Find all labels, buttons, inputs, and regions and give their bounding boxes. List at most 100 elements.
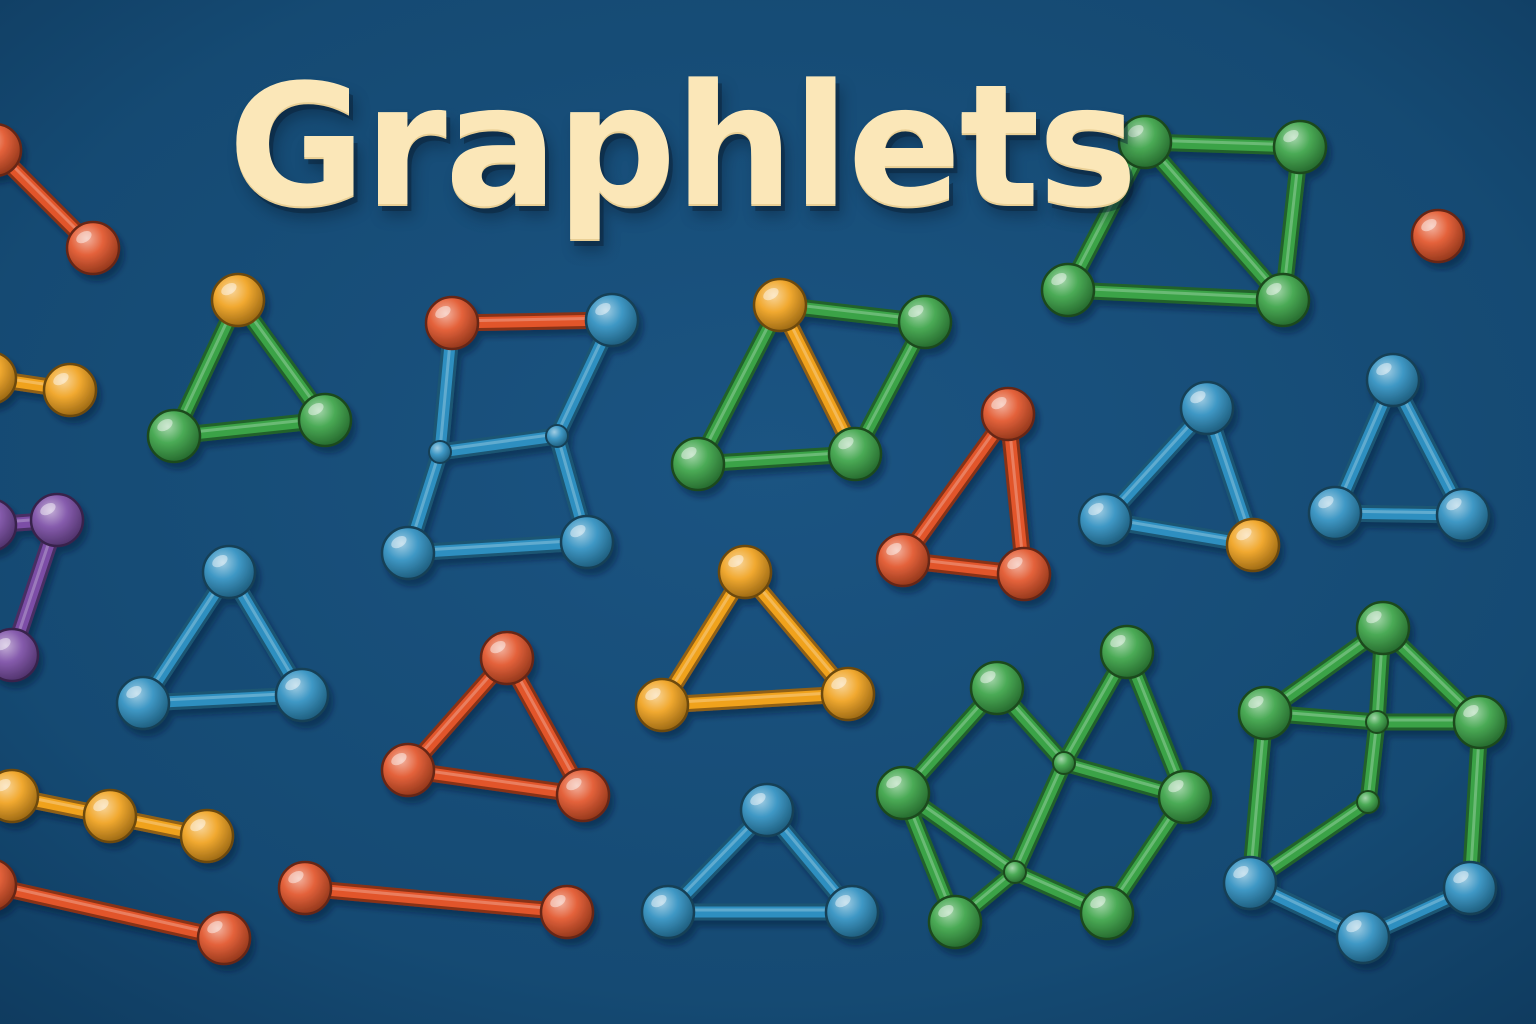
graph-node — [201, 544, 257, 600]
graph-node — [584, 292, 640, 348]
graph-node — [42, 362, 98, 418]
graph-node — [875, 765, 931, 821]
graph-node — [65, 220, 121, 276]
graph-node-shine — [1088, 502, 1104, 516]
graphlet-triangle-red-mid — [875, 386, 1052, 602]
graph-node-shine — [76, 230, 92, 244]
graph-node — [1356, 790, 1380, 814]
graph-node — [1435, 487, 1491, 543]
graph-node-shine — [53, 372, 69, 386]
graphlet-square-green-topright — [1040, 114, 1328, 328]
graph-node — [1307, 485, 1363, 541]
graph-node-shine — [835, 894, 851, 908]
graph-edge-highlight — [1066, 286, 1285, 300]
graphlet-edge-red-topleft — [0, 123, 121, 276]
graphlet-edge-orange-left — [0, 352, 98, 418]
graph-node — [897, 294, 953, 350]
graph-node-shine — [1110, 634, 1126, 648]
graph-node — [1452, 694, 1508, 750]
graph-node — [274, 667, 330, 723]
graphlet-edge-red-bottomleft — [0, 859, 252, 966]
graph-node — [1157, 769, 1213, 825]
graph-edge-highlight — [406, 766, 585, 795]
graph-node — [555, 767, 611, 823]
graph-node-shine — [651, 894, 667, 908]
graph-node-shine — [1366, 610, 1382, 624]
graph-node-shine — [157, 418, 173, 432]
graph-node — [297, 392, 353, 448]
graphlet-triangle-red-mid-lower — [380, 630, 611, 823]
graph-node — [1355, 600, 1411, 656]
graph-node — [1237, 685, 1293, 741]
graph-node-shine — [566, 777, 582, 791]
graph-node — [1052, 751, 1076, 775]
graph-edge-highlight — [1013, 759, 1066, 872]
graph-edge-highlight — [1143, 138, 1285, 300]
graphlet-two-squares-blue-red — [380, 292, 640, 581]
graph-edge-fill — [402, 536, 593, 559]
graph-node — [820, 666, 876, 722]
graph-node — [115, 675, 171, 731]
graph-node-shine — [1007, 556, 1023, 570]
graph-node — [640, 884, 696, 940]
graphlet-triangle-orange-mid — [634, 544, 876, 733]
graphlet-triangle-green-orange — [146, 272, 353, 464]
graph-node-shine — [938, 904, 954, 918]
graph-node — [196, 910, 252, 966]
graph-node-shine — [212, 554, 228, 568]
graph-node — [0, 768, 40, 824]
graph-edge-highlight — [438, 432, 559, 452]
graph-node — [1003, 860, 1027, 884]
graph-node-shine — [1236, 527, 1252, 541]
graph-node-shine — [0, 778, 11, 792]
graphlet-path-orange-bottomleft — [0, 768, 235, 864]
graphlet-diamond-orange-green — [670, 277, 953, 492]
graph-node — [0, 499, 18, 551]
graph-node-shine — [285, 677, 301, 691]
graphlet-mesh-green-bottom — [875, 624, 1213, 950]
graph-edge-highlight — [303, 884, 569, 912]
graph-node — [146, 408, 202, 464]
graph-node — [1179, 380, 1235, 436]
graph-node — [545, 424, 569, 448]
graph-node-shine — [391, 535, 407, 549]
graph-node — [1410, 208, 1466, 264]
graph-node-shine — [40, 502, 56, 516]
graph-node-shine — [1463, 704, 1479, 718]
graph-node-shine — [1376, 362, 1392, 376]
graph-node — [996, 546, 1052, 602]
graph-node — [1222, 855, 1278, 911]
graph-node-shine — [1453, 870, 1469, 884]
graph-node-shine — [435, 305, 451, 319]
graph-node — [1442, 860, 1498, 916]
graph-node — [277, 860, 333, 916]
graph-node-shine — [190, 818, 206, 832]
graphlet-triangle-blue-right — [1307, 352, 1491, 543]
graph-node — [1077, 492, 1133, 548]
graph-edge-highlight — [660, 690, 850, 705]
graph-node — [717, 544, 773, 600]
graph-node — [824, 884, 880, 940]
graph-node-shine — [0, 637, 11, 651]
graph-node-shine — [728, 554, 744, 568]
graphlet-house-green-blue — [1222, 600, 1508, 965]
graph-node — [0, 352, 18, 404]
graphlet-edge-red-bottom — [277, 860, 595, 940]
graph-edge-fill — [299, 882, 573, 918]
graph-edge-highlight — [406, 538, 589, 553]
graph-node-shine — [221, 282, 237, 296]
graph-node — [1272, 119, 1328, 175]
graph-node-shine — [126, 685, 142, 699]
graph-node-shine — [1051, 272, 1067, 286]
graph-node — [210, 272, 266, 328]
graphlet-triangle-blue-bottom — [640, 782, 880, 940]
graph-node-shine — [1190, 390, 1206, 404]
graph-edge-fill — [1062, 284, 1289, 306]
graph-edge-fill — [402, 764, 589, 801]
graph-node — [179, 808, 235, 864]
graph-node — [969, 660, 1025, 716]
graph-node-shine — [645, 687, 661, 701]
graph-node — [1079, 885, 1135, 941]
graphlet-triangle-blue-left — [115, 544, 330, 731]
